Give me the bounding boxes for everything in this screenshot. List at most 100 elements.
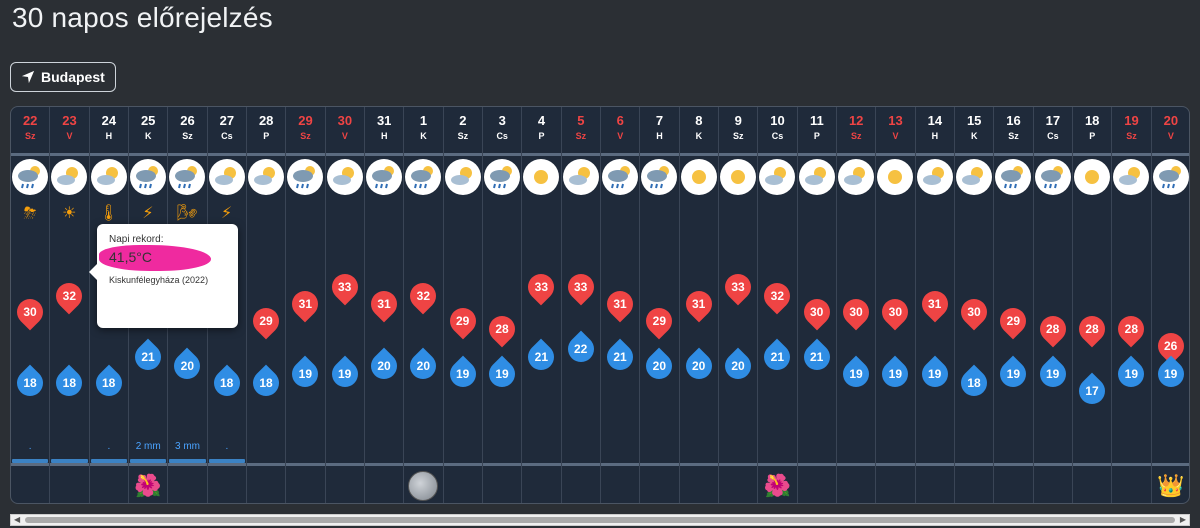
- min-temp-drop[interactable]: 19: [483, 355, 521, 393]
- max-temp-pin[interactable]: 28: [483, 310, 521, 348]
- scroll-left-icon[interactable]: ◀: [14, 515, 21, 524]
- day-column[interactable]: 17 Cs 28 19: [1034, 107, 1074, 503]
- day-column[interactable]: 27 Cs ⚡ 18.: [208, 107, 248, 503]
- day-column[interactable]: 19 Sz 28 19: [1112, 107, 1152, 503]
- max-temp-pin[interactable]: 28: [1112, 310, 1150, 348]
- min-temp-drop[interactable]: 20: [404, 347, 442, 385]
- day-column[interactable]: 7 H 29 20: [640, 107, 680, 503]
- min-temp-drop[interactable]: 18: [90, 364, 128, 401]
- day-column[interactable]: 13 V 30 19: [876, 107, 916, 503]
- max-temp-pin[interactable]: 28: [1034, 310, 1072, 348]
- max-temp-pin[interactable]: 28: [1073, 310, 1111, 348]
- day-column[interactable]: 2 Sz 29 19: [444, 107, 484, 503]
- lightning-alert-icon[interactable]: ⚡: [221, 205, 233, 222]
- day-column[interactable]: 12 Sz 30 19: [837, 107, 877, 503]
- min-temp-drop[interactable]: 19: [837, 355, 875, 393]
- min-temp-drop[interactable]: 19: [994, 355, 1032, 393]
- min-temp-drop[interactable]: 20: [640, 347, 678, 385]
- min-temp-drop[interactable]: 18: [247, 364, 285, 401]
- min-temp-drop[interactable]: 22: [562, 330, 600, 368]
- min-temp-drop[interactable]: 20: [680, 347, 718, 385]
- min-temp-drop[interactable]: 18: [955, 364, 993, 401]
- max-temp-pin[interactable]: 33: [326, 268, 364, 306]
- day-column[interactable]: 10 Cs 32 21 🌺: [758, 107, 798, 503]
- max-temp-pin[interactable]: 33: [719, 268, 757, 306]
- min-temp-drop[interactable]: 20: [719, 347, 757, 385]
- day-column[interactable]: 18 P 28 17: [1073, 107, 1113, 503]
- uv-alert-icon[interactable]: ☀: [62, 205, 77, 222]
- min-temp-drop[interactable]: 18: [11, 364, 49, 401]
- day-column[interactable]: 3 Cs 28 19: [483, 107, 523, 503]
- day-column[interactable]: 14 H 31 19: [916, 107, 956, 503]
- min-temp-drop[interactable]: 21: [129, 339, 167, 376]
- min-temp-drop[interactable]: 21: [798, 339, 836, 376]
- scroll-thumb[interactable]: [25, 517, 1175, 523]
- max-temp-pin[interactable]: 26: [1152, 327, 1189, 365]
- heat-alert-icon[interactable]: 🌡: [98, 205, 119, 222]
- sun-cloud-icon: [1113, 159, 1150, 195]
- day-column[interactable]: 6 V 31 21: [601, 107, 641, 503]
- flower-icon[interactable]: 🌺: [763, 473, 792, 498]
- max-temp-pin[interactable]: 30: [837, 294, 875, 331]
- day-column[interactable]: 8 K 31 20: [680, 107, 720, 503]
- horizontal-scrollbar[interactable]: ◀ ▶: [10, 514, 1190, 526]
- scroll-right-icon[interactable]: ▶: [1179, 515, 1186, 524]
- max-temp-pin[interactable]: 31: [286, 285, 324, 323]
- min-temp-drop[interactable]: 18: [50, 364, 88, 401]
- day-column[interactable]: 23 V ☀ 32 18: [50, 107, 90, 503]
- max-temp-pin[interactable]: 30: [798, 294, 836, 331]
- max-temp-pin[interactable]: 32: [50, 277, 88, 314]
- max-temp-pin[interactable]: 32: [758, 277, 796, 314]
- min-temp-drop[interactable]: 19: [876, 355, 914, 393]
- max-temp-pin[interactable]: 30: [876, 294, 914, 331]
- min-temp-drop[interactable]: 20: [365, 347, 403, 385]
- max-temp-pin[interactable]: 33: [522, 268, 560, 306]
- day-column[interactable]: 29 Sz 31 19: [286, 107, 326, 503]
- max-temp-pin[interactable]: 31: [916, 285, 954, 323]
- day-column[interactable]: 5 Sz 33 22: [562, 107, 602, 503]
- min-temp-drop[interactable]: 19: [1112, 355, 1150, 393]
- day-column[interactable]: 15 K 30 18: [955, 107, 995, 503]
- day-column[interactable]: 20 V 26 19 👑: [1152, 107, 1189, 503]
- day-column[interactable]: 22 Sz ⛈ 30 18.: [11, 107, 51, 503]
- max-temp-pin[interactable]: 29: [994, 302, 1032, 340]
- lightning-alert-icon[interactable]: ⚡: [142, 205, 154, 222]
- max-temp-pin[interactable]: 29: [640, 302, 678, 340]
- crown-icon[interactable]: 👑: [1156, 473, 1185, 498]
- min-temp-drop[interactable]: 21: [601, 339, 639, 376]
- day-column[interactable]: 28 P 29 18: [247, 107, 287, 503]
- location-button[interactable]: Budapest: [10, 62, 116, 92]
- max-temp-pin[interactable]: 32: [404, 277, 442, 314]
- day-column[interactable]: 1 K 32 20: [404, 107, 444, 503]
- max-temp-pin[interactable]: 29: [444, 302, 482, 340]
- min-temp-drop[interactable]: 21: [758, 339, 796, 376]
- day-column[interactable]: 30 V 33 19: [326, 107, 366, 503]
- max-temp-pin[interactable]: 31: [365, 285, 403, 323]
- max-temp-pin[interactable]: 31: [680, 285, 718, 323]
- min-temp-drop[interactable]: 19: [326, 355, 364, 393]
- min-temp-drop[interactable]: 20: [168, 347, 206, 385]
- min-temp-drop[interactable]: 19: [444, 355, 482, 393]
- day-column[interactable]: 11 P 30 21: [798, 107, 838, 503]
- day-column[interactable]: 4 P 33 21: [522, 107, 562, 503]
- wind-alert-icon[interactable]: 🌬: [177, 205, 198, 222]
- min-temp-drop[interactable]: 19: [1034, 355, 1072, 393]
- thunderstorm-alert-icon[interactable]: ⛈: [23, 205, 37, 222]
- max-temp-pin[interactable]: 30: [11, 294, 49, 331]
- day-column[interactable]: 31 H 31 20: [365, 107, 405, 503]
- flower-icon[interactable]: 🌺: [134, 473, 162, 498]
- max-temp-pin[interactable]: 29: [247, 302, 285, 340]
- min-temp-drop[interactable]: 21: [522, 339, 560, 376]
- min-temp-drop[interactable]: 17: [1073, 372, 1111, 410]
- min-temp-drop[interactable]: 18: [208, 364, 246, 401]
- max-temp-pin[interactable]: 30: [955, 294, 993, 331]
- max-temp-pin[interactable]: 33: [562, 268, 600, 306]
- min-temp-drop[interactable]: 19: [916, 355, 954, 393]
- day-column[interactable]: 9 Sz 33 20: [719, 107, 759, 503]
- day-column[interactable]: 16 Sz 29 19: [994, 107, 1034, 503]
- min-temp-drop[interactable]: 19: [286, 355, 324, 393]
- max-temp-pin[interactable]: 31: [601, 285, 639, 323]
- min-temp-drop[interactable]: 19: [1152, 355, 1189, 393]
- min-temp-value: 20: [731, 358, 745, 373]
